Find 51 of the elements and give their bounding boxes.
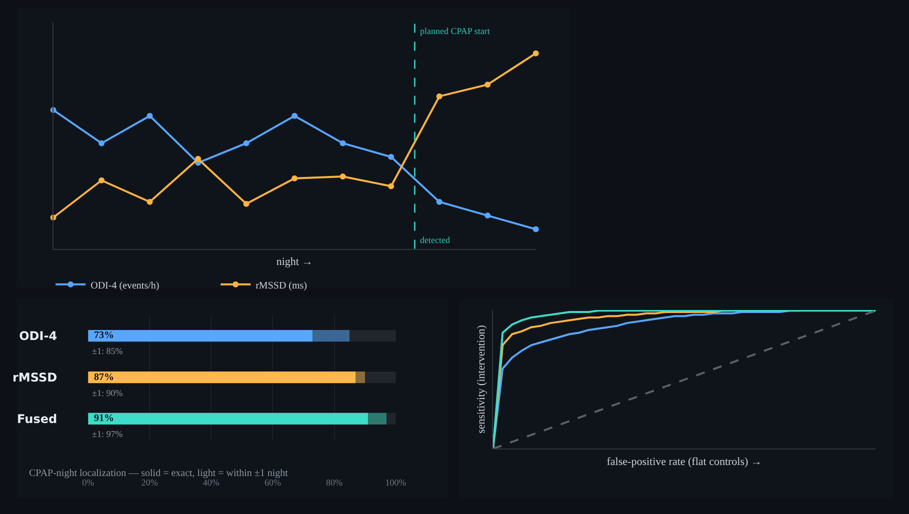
x-tick-label: 40% [202, 477, 220, 488]
x-tick-label: 100% [385, 477, 407, 488]
x-axis-title: night → [276, 256, 313, 268]
point [388, 154, 394, 160]
point [146, 112, 153, 119]
legend-label: ODI-4 (events/h) [90, 280, 160, 292]
annotation: detected [420, 235, 450, 245]
bar [386, 412, 396, 425]
text: planned CPAP start [420, 26, 490, 36]
x-tick-label: 80% [326, 477, 344, 488]
x-tick-label: 60% [264, 477, 282, 488]
legend-label: rMSSD (ms) [256, 280, 308, 292]
point [292, 112, 298, 119]
y-tick-label: Fused [17, 412, 58, 426]
bar [312, 330, 350, 342]
bar [88, 371, 356, 384]
point [340, 173, 346, 180]
point [98, 140, 105, 146]
point [436, 198, 442, 205]
point [292, 175, 298, 182]
point [340, 140, 346, 146]
annotation: ±1: 97% [92, 429, 124, 439]
x-axis-title: false-positive rate (flat controls) → [606, 456, 762, 468]
point [146, 198, 153, 205]
point [484, 212, 491, 219]
bar [365, 371, 396, 384]
data-label: 91% [94, 413, 114, 424]
bar [368, 412, 387, 425]
y-tick-label: ODI-4 [19, 329, 58, 344]
point [98, 177, 105, 184]
annotation: ±1: 85% [92, 346, 124, 356]
point [532, 50, 539, 56]
point [388, 183, 394, 190]
point [195, 156, 202, 162]
x-tick-label: 0% [82, 477, 95, 488]
bar [356, 371, 366, 384]
y-tick-label: rMSSD [12, 370, 58, 384]
point [484, 82, 491, 88]
x-tick-label: 20% [141, 477, 158, 488]
point [243, 200, 250, 207]
y-axis-title: sensitivity (intervention) [476, 324, 488, 434]
text: CPAP-night localization — solid = exact, light = within ±1 night [29, 468, 288, 479]
bar [350, 330, 396, 342]
point [436, 93, 442, 100]
bar [88, 412, 368, 425]
data-label: 87% [94, 372, 114, 383]
data-label: 73% [94, 330, 114, 341]
point [243, 140, 250, 146]
annotation: ±1: 90% [92, 388, 124, 398]
point [532, 226, 539, 232]
bar [88, 330, 313, 342]
